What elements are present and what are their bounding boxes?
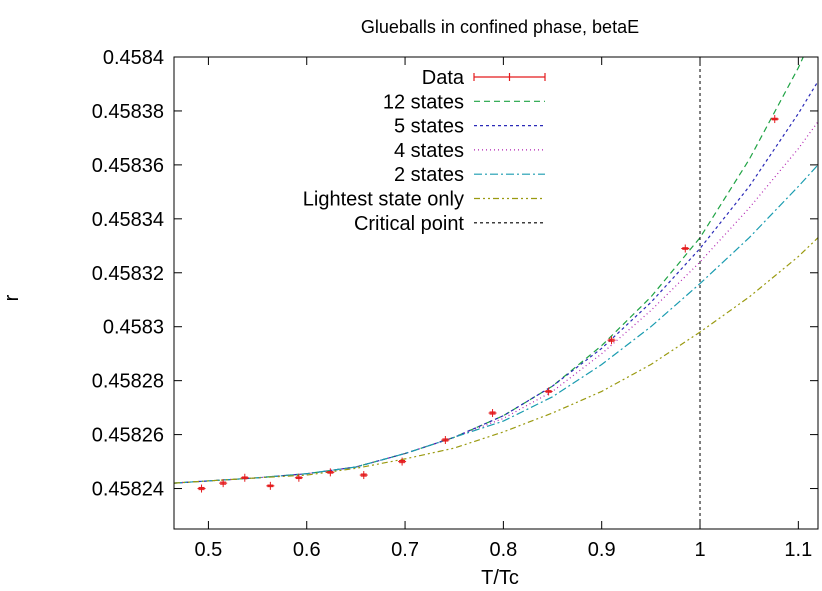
legend-label: 4 states <box>394 140 464 162</box>
legend-label: Lightest state only <box>303 189 464 211</box>
x-tick-label: 0.8 <box>489 539 517 561</box>
x-tick-label: 1 <box>694 539 705 561</box>
y-tick-label: 0.45832 <box>92 263 164 285</box>
axes: 0.5 0.6 0.7 0.8 0.9 1 1.1 0.45824 0.45826 0.45828… <box>92 47 819 561</box>
curve-lightest-state-only <box>174 237 818 484</box>
curve-5-states <box>174 80 818 484</box>
data-point <box>266 481 275 490</box>
data-point <box>219 479 228 488</box>
legend-entry: 2 states <box>394 164 545 186</box>
legend-entry: 5 states <box>394 116 545 138</box>
data-point <box>681 244 690 253</box>
x-axis-label: T/Tc <box>481 567 519 589</box>
curve-4-states <box>174 121 818 484</box>
y-tick-label: 0.45838 <box>92 101 164 123</box>
x-tick-label: 1.1 <box>784 539 812 561</box>
legend-label: 2 states <box>394 164 464 186</box>
data-point <box>488 409 497 418</box>
curves-layer <box>174 57 818 484</box>
legend-label: 5 states <box>394 116 464 138</box>
x-tick-label: 0.6 <box>293 539 321 561</box>
legend-entry: Lightest state only <box>303 189 545 211</box>
y-tick-label: 0.4584 <box>103 47 164 69</box>
y-tick-label: 0.45824 <box>92 479 164 501</box>
y-tick-label: 0.45834 <box>92 209 164 231</box>
data-point <box>359 471 368 480</box>
data-point <box>197 484 206 493</box>
x-tick-label: 0.7 <box>391 539 419 561</box>
y-tick-label: 0.45836 <box>92 155 164 177</box>
chart-title: Glueballs in confined phase, betaE <box>361 17 639 37</box>
data-point <box>544 387 553 396</box>
data-layer <box>197 115 779 493</box>
data-point <box>441 435 450 444</box>
legend-entry: 4 states <box>394 140 545 162</box>
data-point <box>326 468 335 477</box>
data-point <box>398 457 407 466</box>
data-point <box>770 115 779 124</box>
y-tick-label: 0.4583 <box>103 317 164 339</box>
y-tick-label: 0.45828 <box>92 371 164 393</box>
legend-entry: 12 states <box>383 91 545 113</box>
data-point <box>607 336 616 345</box>
data-point <box>294 473 303 482</box>
legend-label: Data <box>422 67 465 89</box>
data-point <box>240 473 249 482</box>
legend-label: Critical point <box>354 213 464 235</box>
legend-entry: Critical point <box>354 213 545 235</box>
legend-entry: Data <box>422 67 546 89</box>
plot-frame <box>173 56 819 530</box>
y-tick-label: 0.45826 <box>92 425 164 447</box>
legend-label: 12 states <box>383 91 464 113</box>
curve-2-states <box>174 164 818 484</box>
x-tick-label: 0.5 <box>195 539 223 561</box>
curve-12-states <box>174 57 804 484</box>
x-tick-label: 0.9 <box>588 539 616 561</box>
y-axis-label: r <box>1 294 23 301</box>
